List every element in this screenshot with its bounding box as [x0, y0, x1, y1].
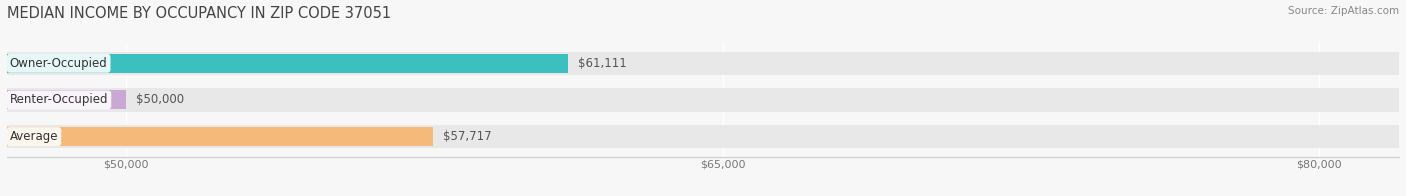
Text: $61,111: $61,111 [578, 57, 627, 70]
Text: Owner-Occupied: Owner-Occupied [10, 57, 108, 70]
Bar [7, 52, 1399, 75]
Text: MEDIAN INCOME BY OCCUPANCY IN ZIP CODE 37051: MEDIAN INCOME BY OCCUPANCY IN ZIP CODE 3… [7, 6, 391, 21]
Bar [7, 88, 1399, 112]
Text: Renter-Occupied: Renter-Occupied [10, 93, 108, 106]
Text: Average: Average [10, 130, 58, 143]
Bar [7, 54, 568, 73]
Bar [7, 90, 127, 110]
Text: Source: ZipAtlas.com: Source: ZipAtlas.com [1288, 6, 1399, 16]
Bar [7, 125, 1399, 148]
Text: $57,717: $57,717 [443, 130, 492, 143]
Bar [7, 127, 433, 146]
Text: $50,000: $50,000 [136, 93, 184, 106]
